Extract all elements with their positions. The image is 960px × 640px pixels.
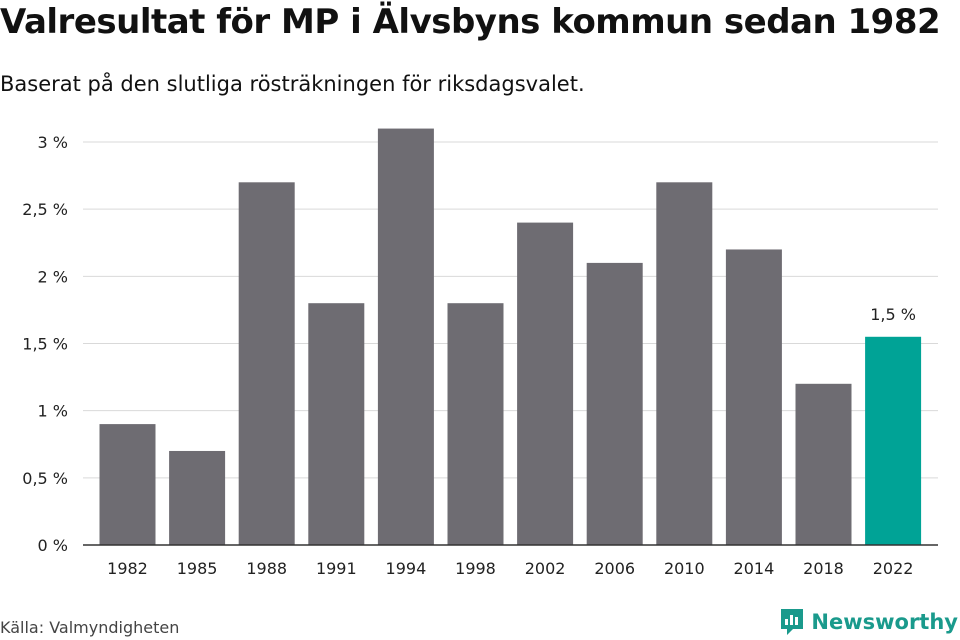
y-tick-label: 3 % [38, 133, 68, 152]
bar-1991 [308, 303, 365, 545]
x-tick-label: 2002 [525, 559, 566, 578]
bar-2018 [795, 383, 852, 545]
data-label: 1,5 % [870, 305, 916, 324]
x-tick-label: 1985 [177, 559, 218, 578]
bars [99, 128, 922, 546]
x-tick-label: 2022 [873, 559, 914, 578]
x-tick-label: 2010 [664, 559, 705, 578]
x-tick-label: 1994 [386, 559, 427, 578]
y-tick-label: 0 % [38, 536, 68, 555]
y-tick-label: 2,5 % [22, 200, 68, 219]
x-axis-ticks: 1982 1985 1988 1991 1994 1998 2002 2006 2010 2014… [107, 559, 913, 578]
x-tick-label: 2018 [803, 559, 844, 578]
bar-1998 [447, 303, 504, 545]
y-tick-label: 0,5 % [22, 469, 68, 488]
y-tick-label: 1 % [38, 402, 68, 421]
bar-2022 [865, 336, 922, 545]
bar-2002 [517, 222, 574, 545]
bar-1994 [377, 128, 434, 546]
chart-subtitle: Baserat på den slutliga rösträkningen fö… [0, 72, 585, 96]
brand-name: Newsworthy [811, 610, 958, 634]
chart-title: Valresultat för MP i Älvsbyns kommun sed… [0, 2, 941, 42]
x-tick-label: 2006 [594, 559, 635, 578]
y-tick-label: 2 % [38, 267, 68, 286]
bar-1985 [169, 450, 226, 545]
bar-2006 [586, 262, 643, 545]
bar-1988 [238, 182, 295, 546]
x-tick-label: 1991 [316, 559, 357, 578]
x-tick-label: 1998 [455, 559, 496, 578]
bar-2010 [656, 182, 713, 546]
data-labels: 1,5 % [870, 305, 916, 324]
y-tick-label: 1,5 % [22, 335, 68, 354]
source-note: Källa: Valmyndigheten [0, 618, 180, 637]
newsworthy-logo-icon [781, 609, 804, 635]
brand-logo: Newsworthy [779, 607, 958, 637]
bar-chart: 0 % 0,5 % 1 % 1,5 % 2 % 2,5 % 3 % 1982 1985 1988… [22, 128, 938, 578]
y-axis-ticks: 0 % 0,5 % 1 % 1,5 % 2 % 2,5 % 3 % [22, 133, 68, 555]
x-tick-label: 1988 [246, 559, 287, 578]
bar-1982 [99, 424, 156, 545]
bar-2014 [725, 249, 782, 545]
x-tick-label: 2014 [734, 559, 775, 578]
x-tick-label: 1982 [107, 559, 148, 578]
